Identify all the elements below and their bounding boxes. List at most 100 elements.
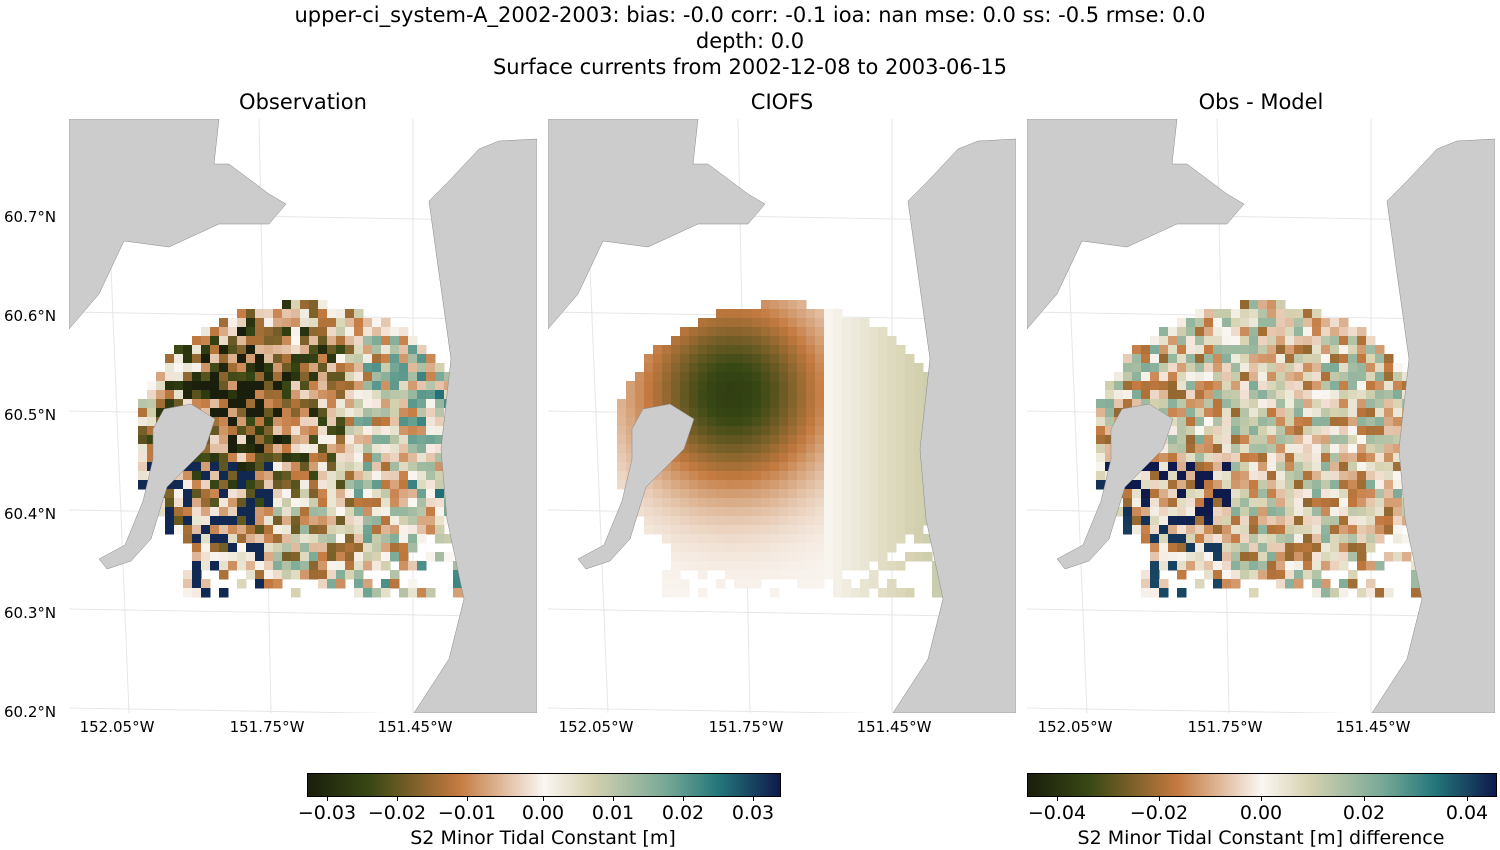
grid-cell [1159,444,1169,454]
grid-cell [1303,327,1313,337]
grid-cell [1330,561,1340,571]
grid-cell [842,417,852,427]
grid-cell [201,471,211,481]
grid-cell [671,570,681,580]
grid-cell [399,588,409,598]
grid-cell [707,390,717,400]
grid-cell [797,471,807,481]
grid-cell [689,552,699,562]
grid-cell [1159,390,1169,400]
grid-cell [1177,336,1187,346]
grid-cell [725,444,735,454]
grid-cell [842,534,852,544]
grid-cell [183,399,193,409]
grid-cell [815,471,825,481]
grid-cell [788,336,798,346]
grid-cell [219,570,229,580]
grid-cell [426,552,436,562]
grid-cell [300,390,310,400]
grid-cell [336,381,346,391]
grid-cell [1150,336,1160,346]
grid-cell [399,543,409,553]
grid-cell [1294,327,1304,337]
grid-cell [905,516,915,526]
grid-cell [255,336,265,346]
grid-cell [1330,399,1340,409]
grid-cell [255,417,265,427]
grid-cell [1168,489,1178,499]
grid-cell [1168,525,1178,535]
grid-cell [824,462,834,472]
grid-cell [752,516,762,526]
grid-cell [165,480,175,490]
grid-cell [246,381,256,391]
grid-cell [282,336,292,346]
grid-cell [1330,480,1340,490]
grid-cell [192,372,202,382]
grid-cell [914,480,924,490]
figure-subtitle-period: Surface currents from 2002-12-08 to 2003… [492,55,1008,79]
grid-cell [896,534,906,544]
grid-cell [435,489,445,499]
grid-cell [1168,516,1178,526]
grid-cell [1159,399,1169,409]
grid-cell [779,471,789,481]
grid-cell [1249,354,1259,364]
grid-cell [165,489,175,499]
grid-cell [644,480,654,490]
grid-cell [905,588,915,598]
grid-cell [1285,381,1295,391]
grid-cell [1177,390,1187,400]
grid-cell [1357,462,1367,472]
grid-cell [770,354,780,364]
grid-cell [671,498,681,508]
grid-cell [833,417,843,427]
grid-cell [887,408,897,418]
grid-cell [228,435,238,445]
grid-cell [887,525,897,535]
grid-cell [246,354,256,364]
grid-cell [201,489,211,499]
grid-cell [1267,390,1277,400]
grid-cell [788,363,798,373]
grid-cell [797,489,807,499]
grid-cell [1357,354,1367,364]
grid-cell [1384,363,1394,373]
grid-cell [1132,399,1142,409]
grid-cell [255,354,265,364]
grid-cell [1141,507,1151,517]
grid-cell [1186,426,1196,436]
grid-cell [282,516,292,526]
grid-cell [680,480,690,490]
grid-cell [228,543,238,553]
grid-cell [635,399,645,409]
grid-cell [671,363,681,373]
grid-cell [354,390,364,400]
lon-label: 151.75°W [708,718,784,736]
grid-cell [1285,435,1295,445]
grid-cell [1303,552,1313,562]
grid-cell [779,408,789,418]
grid-cell [309,399,319,409]
grid-cell [1357,453,1367,463]
grid-cell [1294,336,1304,346]
grid-cell [174,381,184,391]
grid-cell [1285,507,1295,517]
grid-cell [264,417,274,427]
grid-cell [725,417,735,427]
grid-cell [770,516,780,526]
grid-cell [1375,453,1385,463]
grid-cell [1150,381,1160,391]
grid-cell [1159,507,1169,517]
grid-cell [1168,372,1178,382]
grid-cell [1384,354,1394,364]
grid-cell [1168,453,1178,463]
grid-cell [878,399,888,409]
grid-cell [1114,399,1124,409]
grid-cell [707,399,717,409]
grid-cell [689,480,699,490]
grid-cell [327,462,337,472]
grid-cell [1330,552,1340,562]
grid-cell [228,399,238,409]
grid-cell [716,417,726,427]
